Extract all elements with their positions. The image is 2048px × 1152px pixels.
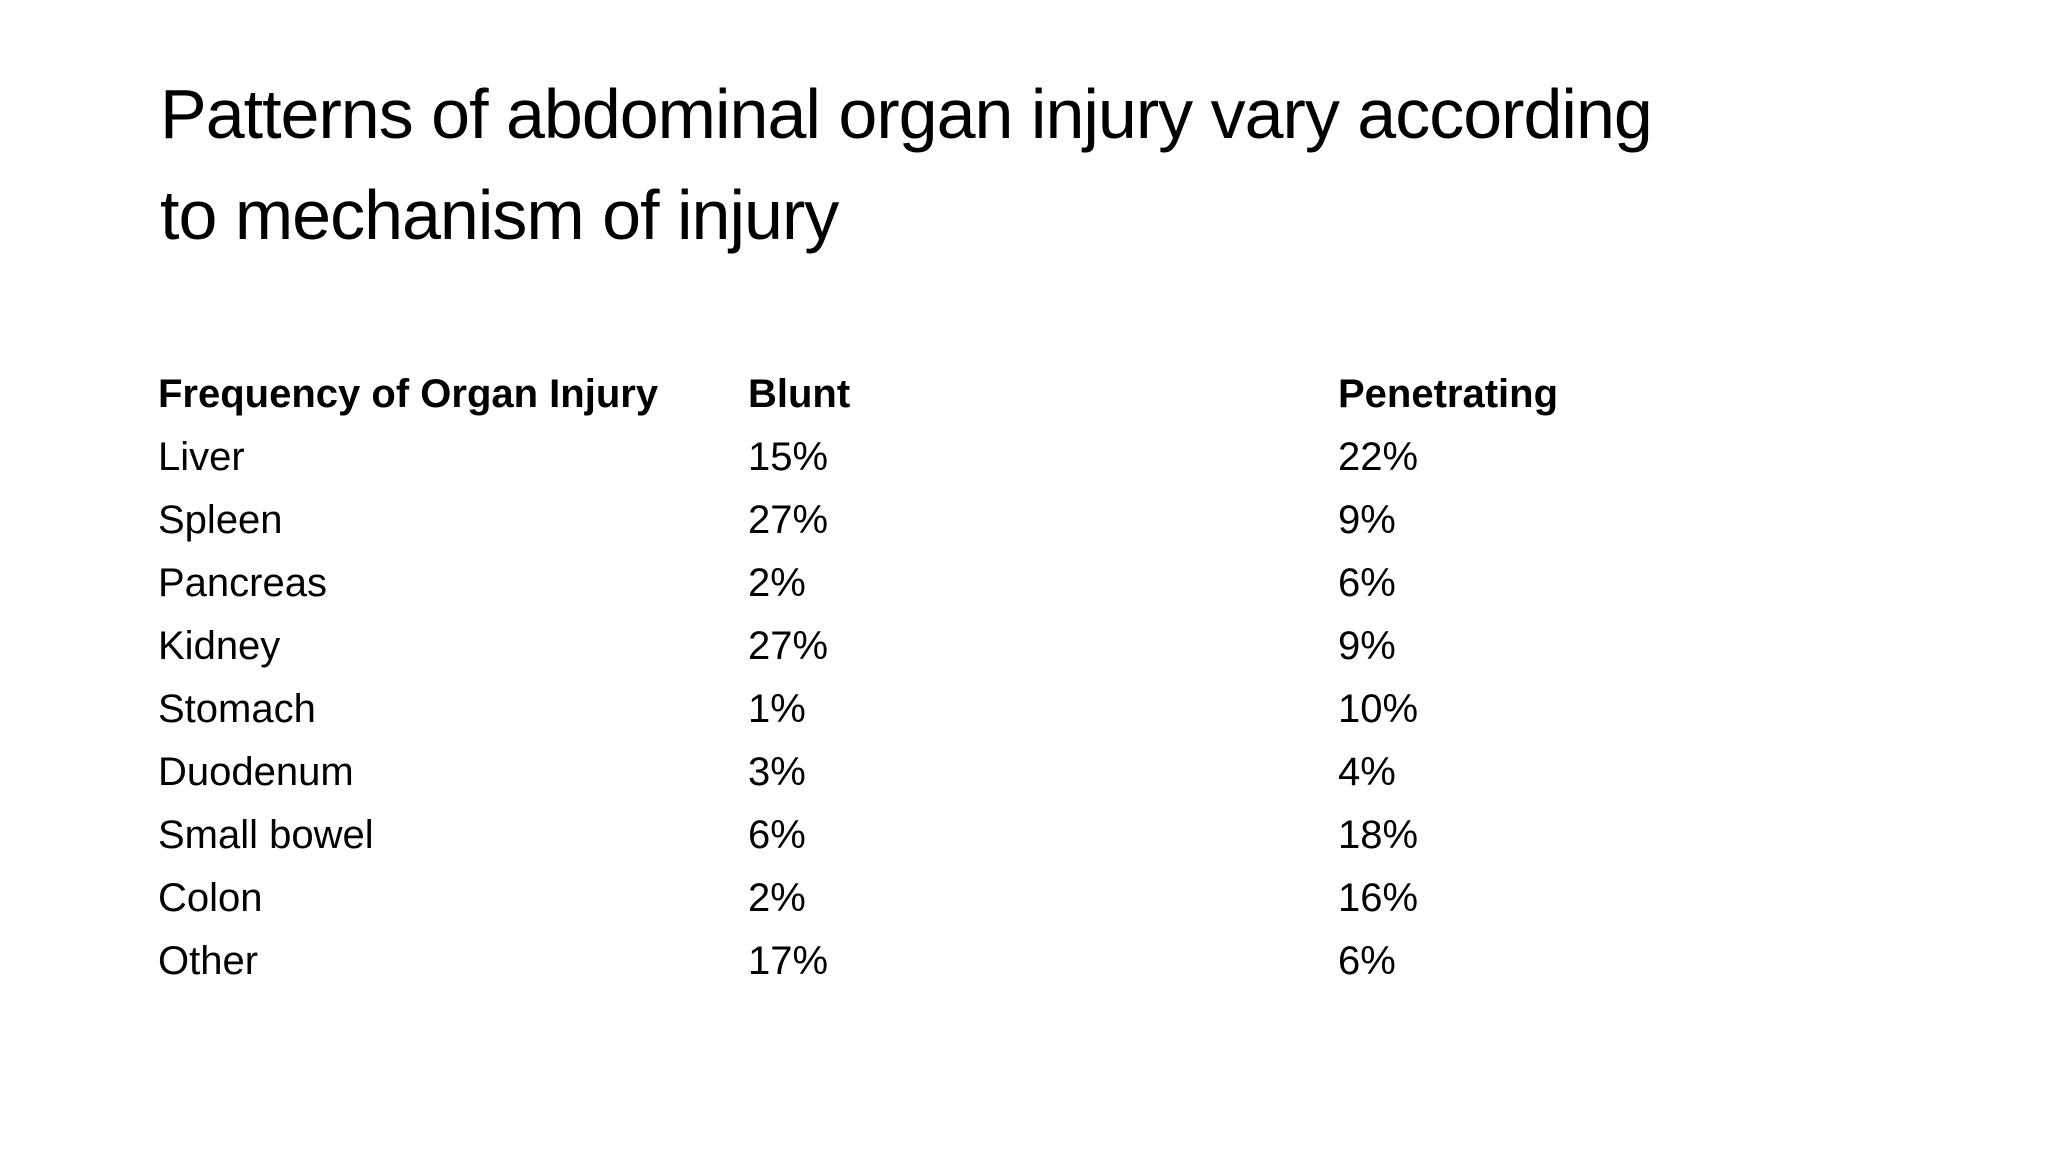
table-row: Other 17% 6% xyxy=(158,930,1918,993)
table-row: Colon 2% 16% xyxy=(158,867,1918,930)
organ-name-cell: Colon xyxy=(158,876,263,920)
table-row: Pancreas 2% 6% xyxy=(158,552,1918,615)
organ-name-cell: Spleen xyxy=(158,498,283,542)
table-row: Kidney 27% 9% xyxy=(158,615,1918,678)
organ-name-cell: Kidney xyxy=(158,624,281,668)
blunt-value-cell: 3% xyxy=(748,750,806,794)
organ-name-cell: Small bowel xyxy=(158,813,374,857)
organ-name-cell: Liver xyxy=(158,435,245,479)
organ-injury-table: Frequency of Organ Injury Blunt Penetrat… xyxy=(158,363,1918,993)
penetrating-value-cell: 10% xyxy=(1338,687,1419,731)
organ-name-cell: Other xyxy=(158,939,259,983)
penetrating-value-cell: 18% xyxy=(1338,813,1419,857)
organ-name-cell: Duodenum xyxy=(158,750,354,794)
table-row: Duodenum 3% 4% xyxy=(158,741,1918,804)
blunt-value-cell: 2% xyxy=(748,876,806,920)
slide-title-line-1: Patterns of abdominal organ injury vary … xyxy=(160,75,1653,153)
table-header-row: Frequency of Organ Injury Blunt Penetrat… xyxy=(158,363,1918,426)
blunt-value-cell: 27% xyxy=(748,498,829,542)
organ-name-cell: Pancreas xyxy=(158,561,327,605)
penetrating-value-cell: 6% xyxy=(1338,561,1396,605)
penetrating-value-cell: 16% xyxy=(1338,876,1419,920)
blunt-value-cell: 2% xyxy=(748,561,806,605)
table-row: Liver 15% 22% xyxy=(158,426,1918,489)
table-row: Small bowel 6% 18% xyxy=(158,804,1918,867)
blunt-value-cell: 27% xyxy=(748,624,829,668)
penetrating-value-cell: 22% xyxy=(1338,435,1419,479)
table-row: Spleen 27% 9% xyxy=(158,489,1918,552)
blunt-value-cell: 17% xyxy=(748,939,829,983)
table-row: Stomach 1% 10% xyxy=(158,678,1918,741)
blunt-value-cell: 6% xyxy=(748,813,806,857)
penetrating-value-cell: 6% xyxy=(1338,939,1396,983)
penetrating-value-cell: 9% xyxy=(1338,498,1396,542)
col-header-blunt: Blunt xyxy=(748,372,851,416)
col-header-penetrating: Penetrating xyxy=(1338,372,1559,416)
blunt-value-cell: 1% xyxy=(748,687,806,731)
organ-name-cell: Stomach xyxy=(158,687,316,731)
slide-title-line-2: to mechanism of injury xyxy=(160,176,839,254)
col-header-organ: Frequency of Organ Injury xyxy=(158,372,659,416)
penetrating-value-cell: 4% xyxy=(1338,750,1396,794)
penetrating-value-cell: 9% xyxy=(1338,624,1396,668)
slide-title: Patterns of abdominal organ injury vary … xyxy=(160,64,1653,266)
blunt-value-cell: 15% xyxy=(748,435,829,479)
